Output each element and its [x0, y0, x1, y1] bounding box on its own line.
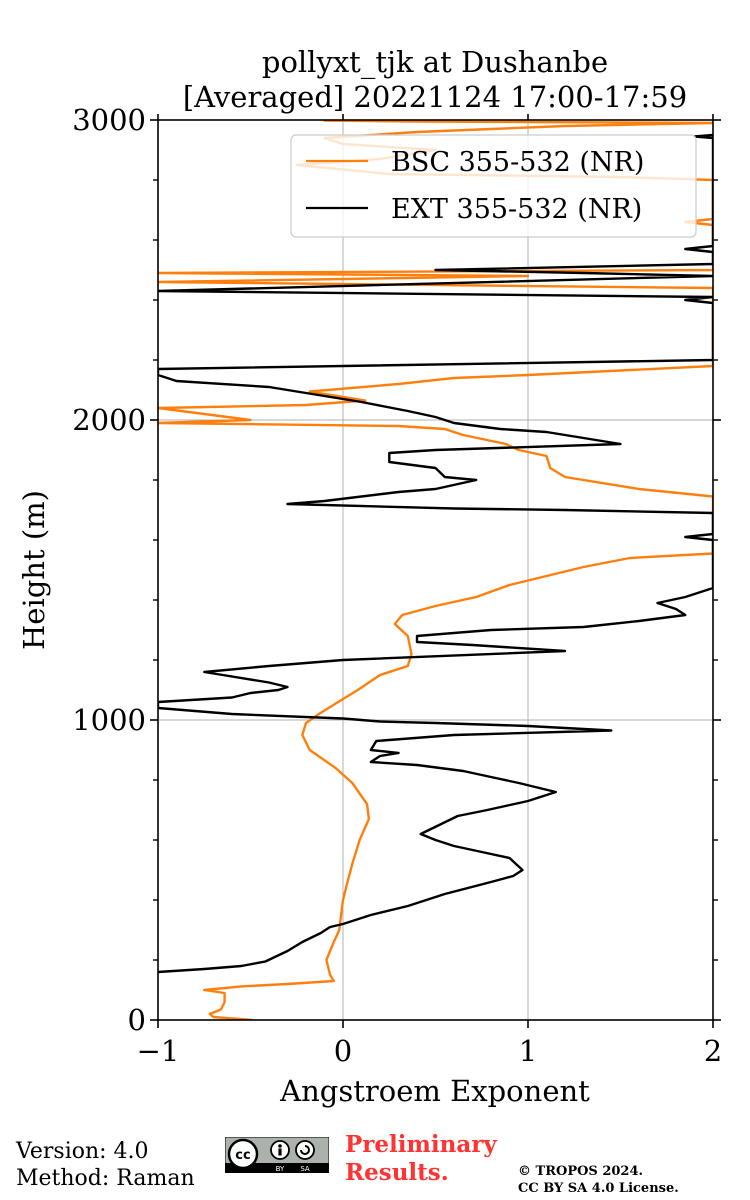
plot-frame — [157, 119, 714, 1021]
sa-glyph: SA — [300, 1165, 310, 1173]
y-tick-label: 0 — [128, 1003, 146, 1037]
cc-by-sa-license-icon: cc BY SA — [225, 1137, 329, 1173]
by-glyph: BY — [276, 1165, 285, 1173]
preliminary-results-text-2: Results. — [345, 1159, 449, 1186]
y-axis-label: Height (m) — [17, 490, 51, 650]
x-axis-label: Angstroem Exponent — [279, 1074, 590, 1108]
preliminary-results-text: Preliminary — [345, 1131, 497, 1158]
grid-lines — [158, 120, 713, 1020]
series-line-ext — [158, 133, 713, 974]
series-line-bsc — [158, 120, 713, 1020]
y-tick-label: 2000 — [72, 403, 146, 437]
y-tick-label: 3000 — [72, 103, 146, 137]
cc-glyph: cc — [235, 1148, 250, 1163]
legend: BSC 355-532 (NR) EXT 355-532 (NR) — [290, 134, 697, 238]
legend-label-bsc: BSC 355-532 (NR) — [391, 147, 644, 178]
x-tick-label: −1 — [137, 1034, 180, 1068]
legend-label-ext: EXT 355-532 (NR) — [391, 194, 642, 225]
method-text: Method: Raman — [16, 1166, 195, 1191]
x-tick-label: 2 — [704, 1034, 722, 1068]
x-tick-label: 0 — [334, 1034, 352, 1068]
x-tick-label: 1 — [519, 1034, 537, 1068]
y-tick-label: 1000 — [72, 703, 146, 737]
license-text: CC BY SA 4.0 License. — [518, 1181, 679, 1196]
chart-title-line1: pollyxt_tjk at Dushanbe — [262, 45, 608, 80]
legend-box — [290, 134, 697, 238]
series-layer — [158, 120, 713, 1020]
copyright-text: © TROPOS 2024. — [518, 1164, 644, 1179]
version-text: Version: 4.0 — [16, 1139, 149, 1164]
chart-title-line2: [Averaged] 20221124 17:00-17:59 — [183, 80, 687, 114]
